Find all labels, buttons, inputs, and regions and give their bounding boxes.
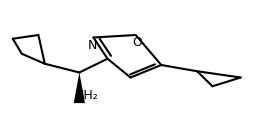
Text: NH₂: NH₂ bbox=[75, 89, 99, 102]
Text: N: N bbox=[88, 39, 97, 52]
Polygon shape bbox=[74, 72, 85, 103]
Text: O: O bbox=[132, 36, 142, 49]
